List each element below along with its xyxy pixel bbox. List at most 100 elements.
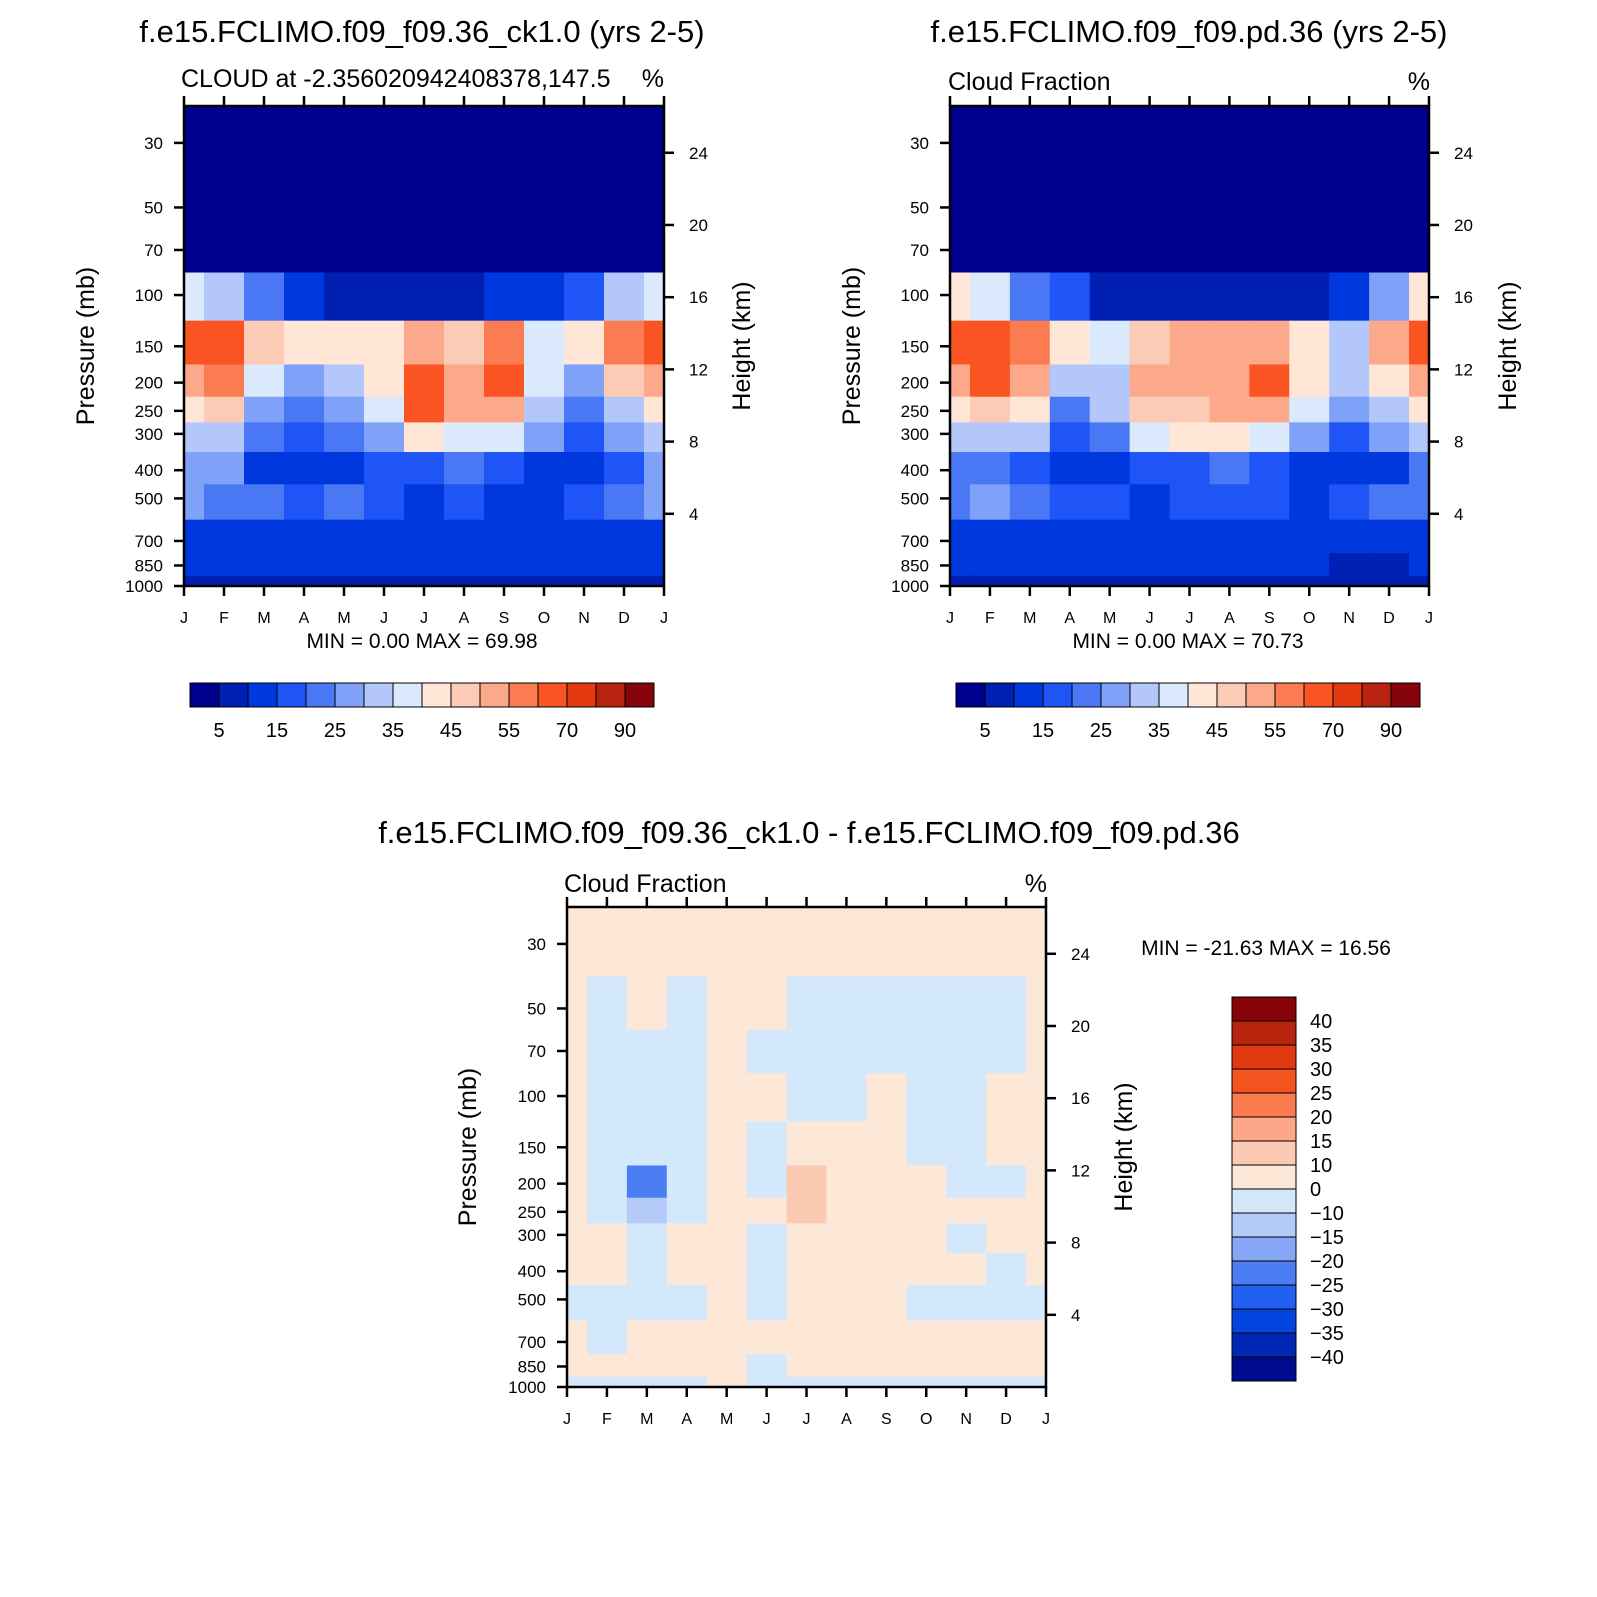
pressure-tick-label: 850 (518, 1357, 546, 1376)
contour-cell (204, 575, 245, 587)
contour-cell (786, 1029, 828, 1075)
contour-cell (1249, 320, 1290, 366)
contour-cell (786, 1376, 828, 1388)
contour-cell (567, 1253, 588, 1286)
contour-cell (184, 452, 205, 485)
colorbar-swatch (1390, 682, 1421, 708)
contour-cell (1209, 272, 1250, 322)
contour-cell (746, 1197, 788, 1224)
contour-cell (1409, 575, 1430, 587)
contour-cell (746, 1223, 788, 1254)
contour-cell (586, 1121, 628, 1167)
colorbar-label: 70 (1322, 720, 1344, 742)
contour-cell (586, 1165, 628, 1199)
contour-cell (906, 1223, 947, 1254)
contour-cell (906, 1197, 947, 1224)
contour-cell (364, 228, 405, 274)
contour-cell (644, 553, 665, 577)
colorbar-label: 40 (1310, 1011, 1332, 1033)
pressure-tick-label: 100 (518, 1087, 546, 1106)
panel2-ylabel: Pressure (mb) (838, 267, 866, 425)
contour-cell (644, 272, 665, 322)
pressure-tick-label: 700 (901, 532, 929, 551)
contour-cell (644, 364, 665, 398)
height-tick-label: 12 (1071, 1161, 1090, 1180)
contour-cell (324, 452, 365, 485)
colorbar-swatch (1231, 1284, 1297, 1310)
height-tick-label: 16 (1071, 1089, 1090, 1108)
pressure-tick-label: 100 (135, 286, 163, 305)
contour-cell (364, 272, 405, 322)
contour-cell (244, 519, 285, 554)
contour-cell (524, 175, 565, 230)
month-tick-label: F (602, 1411, 612, 1428)
contour-cell (1129, 272, 1171, 322)
contour-cell (1049, 364, 1091, 398)
contour-cell (1169, 175, 1211, 230)
contour-cell (1369, 553, 1410, 577)
contour-cell (1289, 519, 1330, 554)
colorbar-swatch (1071, 682, 1102, 708)
pressure-tick-label: 700 (518, 1333, 546, 1352)
pressure-tick-label: 70 (910, 241, 929, 260)
colorbar-label: 0 (1310, 1179, 1321, 1201)
contour-cell (1129, 364, 1171, 398)
contour-cell (706, 1354, 748, 1378)
contour-cell (484, 364, 525, 398)
contour-cell (666, 1354, 708, 1378)
colorbar-swatch (1013, 682, 1044, 708)
panel3-ylabel: Pressure (mb) (454, 1068, 482, 1226)
contour-cell (404, 484, 445, 521)
contour-cell (969, 575, 1011, 587)
contour-cell (1089, 320, 1131, 366)
contour-cell (184, 575, 205, 587)
contour-cell (564, 484, 605, 521)
contour-cell (364, 106, 405, 176)
contour-cell (786, 1165, 828, 1199)
contour-cell (244, 553, 285, 577)
month-tick-label: A (681, 1411, 692, 1428)
panel1-colorbar: 5 15 25 35 45 55 70 90 (189, 682, 655, 742)
contour-cell (586, 1354, 628, 1378)
contour-cell (626, 1320, 668, 1355)
contour-cell (184, 364, 205, 398)
contour-cell (564, 396, 605, 423)
contour-cell (1009, 175, 1051, 230)
panel2-colorbar: 5 15 25 35 45 55 70 90 (955, 682, 1421, 742)
contour-cell (184, 175, 205, 230)
colorbar-swatch (537, 682, 568, 708)
contour-cell (706, 1165, 748, 1199)
contour-cell (1169, 364, 1211, 398)
contour-cell (524, 452, 565, 485)
contour-cell (184, 320, 205, 366)
contour-cell (969, 364, 1011, 398)
contour-cell (244, 106, 285, 176)
contour-cell (324, 553, 365, 577)
contour-cell (364, 175, 405, 230)
contour-cell (1209, 396, 1250, 423)
height-tick-label: 12 (1454, 360, 1473, 379)
contour-cell (1409, 519, 1430, 554)
contour-cell (986, 1223, 1027, 1254)
contour-cell (1369, 175, 1410, 230)
colorbar-label: 55 (498, 720, 520, 742)
month-tick-label: M (640, 1411, 653, 1428)
contour-cell (1409, 228, 1430, 274)
contour-cell (604, 106, 645, 176)
contour-cell (666, 1121, 708, 1167)
colorbar-label: 25 (1090, 720, 1112, 742)
contour-cell (1249, 272, 1290, 322)
contour-cell (484, 228, 525, 274)
contour-cell (1289, 553, 1330, 577)
height-tick-label: 8 (689, 433, 698, 452)
contour-cell (746, 1285, 788, 1322)
contour-cell (1249, 519, 1290, 554)
contour-cell (564, 519, 605, 554)
contour-cell (604, 320, 645, 366)
contour-cell (244, 452, 285, 485)
contour-cell (564, 422, 605, 453)
contour-cell (786, 1197, 828, 1224)
contour-cell (950, 106, 971, 176)
contour-cell (567, 1285, 588, 1322)
contour-cell (826, 1223, 867, 1254)
